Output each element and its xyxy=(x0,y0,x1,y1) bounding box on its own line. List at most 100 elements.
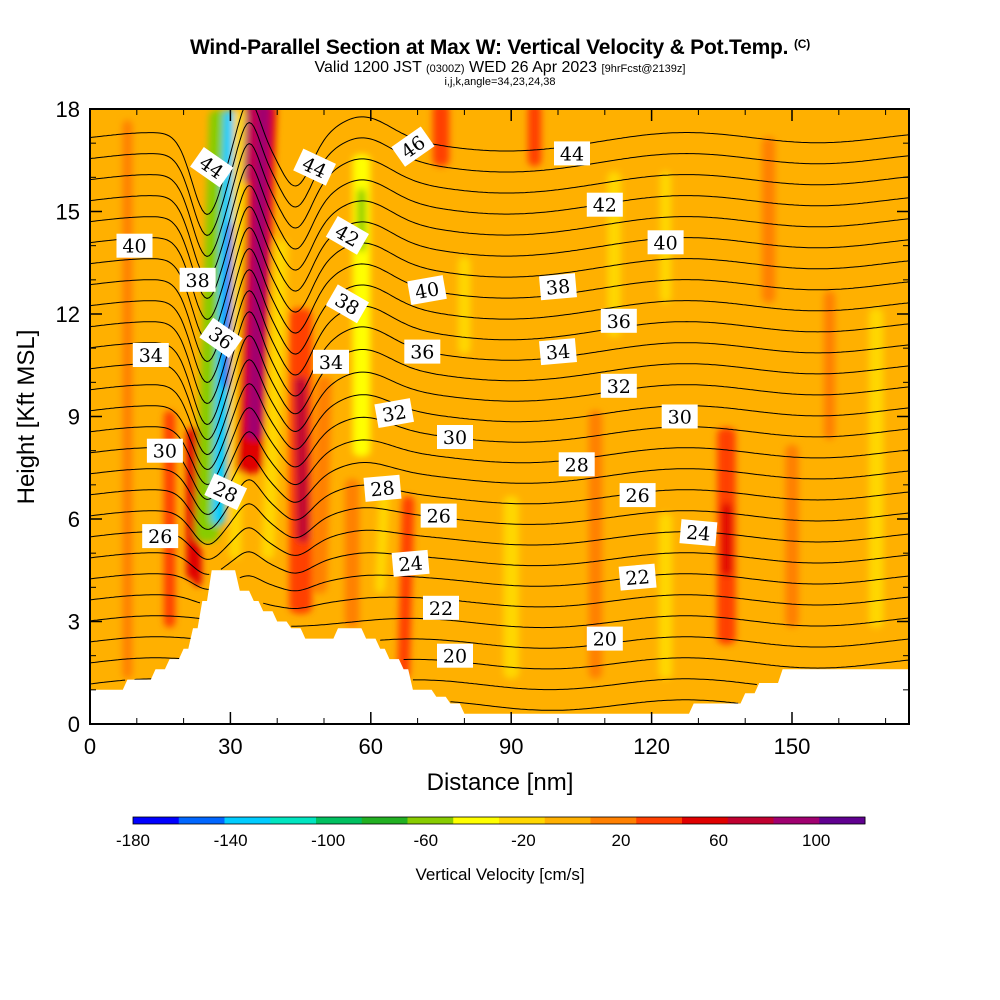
colorbar-swatch xyxy=(727,817,774,824)
velocity-cell xyxy=(823,296,836,434)
contour-label-text: 22 xyxy=(625,566,651,590)
theta-contour xyxy=(90,143,909,257)
y-tick-label: 12 xyxy=(56,302,80,327)
contour-label: 36 xyxy=(600,308,637,333)
colorbar-label: Vertical Velocity [cm/s] xyxy=(415,865,584,884)
theta-contour xyxy=(90,678,757,691)
velocity-cell xyxy=(785,450,799,622)
contour-label: 22 xyxy=(423,595,459,620)
contour-label: 44 xyxy=(190,146,234,188)
contour-label-text: 30 xyxy=(443,427,467,449)
velocity-cell-end xyxy=(527,109,542,115)
contour-label: 40 xyxy=(116,233,153,258)
x-axis-label: Distance [nm] xyxy=(427,769,574,796)
velocity-cell-end xyxy=(658,666,673,679)
colorbar-swatch xyxy=(270,817,317,824)
x-tick-label: 90 xyxy=(499,734,523,759)
contour-label-text: 40 xyxy=(122,236,146,258)
velocity-cell-end xyxy=(458,342,471,355)
colorbar-swatch xyxy=(773,817,820,824)
velocity-cell-end xyxy=(311,581,328,594)
contour-label-text: 34 xyxy=(139,345,163,367)
theta-contour xyxy=(90,311,909,426)
colorbar-swatch xyxy=(499,817,546,824)
velocity-cell-end xyxy=(193,547,202,560)
theta-contour xyxy=(90,503,909,545)
colorbar-tick-label: 60 xyxy=(709,831,728,850)
velocity-cell xyxy=(163,416,176,622)
velocity-cell-end xyxy=(432,109,450,115)
y-tick-label: 18 xyxy=(56,97,80,122)
contour-label: 30 xyxy=(437,425,473,449)
theta-contour xyxy=(90,185,909,299)
contour-label: 28 xyxy=(363,474,402,502)
contour-label-text: 38 xyxy=(186,270,210,292)
theta-contour xyxy=(90,248,909,363)
contour-label: 26 xyxy=(142,524,179,549)
colorbar-tick-label: 100 xyxy=(802,831,830,850)
contour-label-bg xyxy=(679,519,718,547)
velocity-cell-end xyxy=(235,461,263,474)
colorbar-swatch xyxy=(453,817,500,824)
colorbar-tick-label: -20 xyxy=(511,831,536,850)
theta-contour xyxy=(90,359,909,456)
colorbar-tick-label: -100 xyxy=(311,831,345,850)
velocity-cell-end xyxy=(246,109,253,115)
contour-label-bg xyxy=(116,233,153,258)
velocity-cell-end xyxy=(316,376,332,389)
colorbar-swatch xyxy=(361,817,408,824)
velocity-cell-end xyxy=(717,427,736,440)
colorbar-frame xyxy=(132,816,866,825)
velocity-cell-end xyxy=(246,427,262,440)
velocity-cell xyxy=(588,416,603,673)
chart-title: Wind-Parallel Section at Max W: Vertical… xyxy=(0,36,1000,60)
contour-label-bg xyxy=(554,141,590,166)
velocity-cell-end xyxy=(163,615,176,628)
theta-contour xyxy=(90,335,909,441)
velocity-cell xyxy=(527,109,542,161)
velocity-cell-end xyxy=(432,154,450,167)
velocity-cell-end xyxy=(289,308,312,320)
contour-label-text: 34 xyxy=(545,341,571,365)
velocity-cell-end xyxy=(261,547,275,560)
contour-label: 20 xyxy=(586,626,623,651)
contour-label-bg xyxy=(190,146,234,188)
velocity-cell-end xyxy=(228,547,242,560)
contour-label-text: 40 xyxy=(413,278,441,304)
contour-label: 40 xyxy=(647,230,684,255)
theta-contour xyxy=(90,594,909,609)
velocity-cell-end xyxy=(823,290,836,303)
theta-contour xyxy=(90,122,909,236)
velocity-cell xyxy=(721,508,732,571)
velocity-cell xyxy=(193,553,202,581)
contour-label-bg xyxy=(313,349,349,374)
contour-label-text: 32 xyxy=(607,376,631,398)
contour-label-text: 44 xyxy=(560,143,584,165)
theta-contour xyxy=(90,206,909,320)
velocity-cell xyxy=(344,484,360,622)
velocity-cell xyxy=(246,109,271,434)
chart-params: i,j,k,angle=34,23,24,38 xyxy=(444,76,556,88)
contour-label: 32 xyxy=(374,398,415,429)
velocity-cell xyxy=(294,382,310,537)
chart-subtitle: Valid 1200 JST (0300Z) WED 26 Apr 2023 [… xyxy=(0,59,1000,77)
velocity-cell xyxy=(311,382,332,588)
y-tick-label: 3 xyxy=(68,610,80,635)
y-tick-label: 9 xyxy=(68,405,80,430)
velocity-cell xyxy=(432,109,450,161)
contour-label-bg xyxy=(179,267,216,292)
theta-contour xyxy=(90,527,909,560)
velocity-cell-end xyxy=(785,444,799,457)
theta-contour xyxy=(90,636,909,649)
x-axis: 0 30 60 90 120 150 xyxy=(84,109,887,759)
x-tick-label: 120 xyxy=(633,734,670,759)
velocity-cell-end xyxy=(233,109,246,122)
contour-label-text: 30 xyxy=(153,441,177,463)
contour-label-text: 20 xyxy=(593,629,617,651)
contour-label-bg xyxy=(586,626,623,651)
contour-label-bg xyxy=(619,483,656,508)
contour-label-bg xyxy=(661,404,698,429)
velocity-cell-end xyxy=(402,495,415,508)
velocity-cell-end xyxy=(721,564,732,577)
colorbar-tick-label: -60 xyxy=(414,831,439,850)
